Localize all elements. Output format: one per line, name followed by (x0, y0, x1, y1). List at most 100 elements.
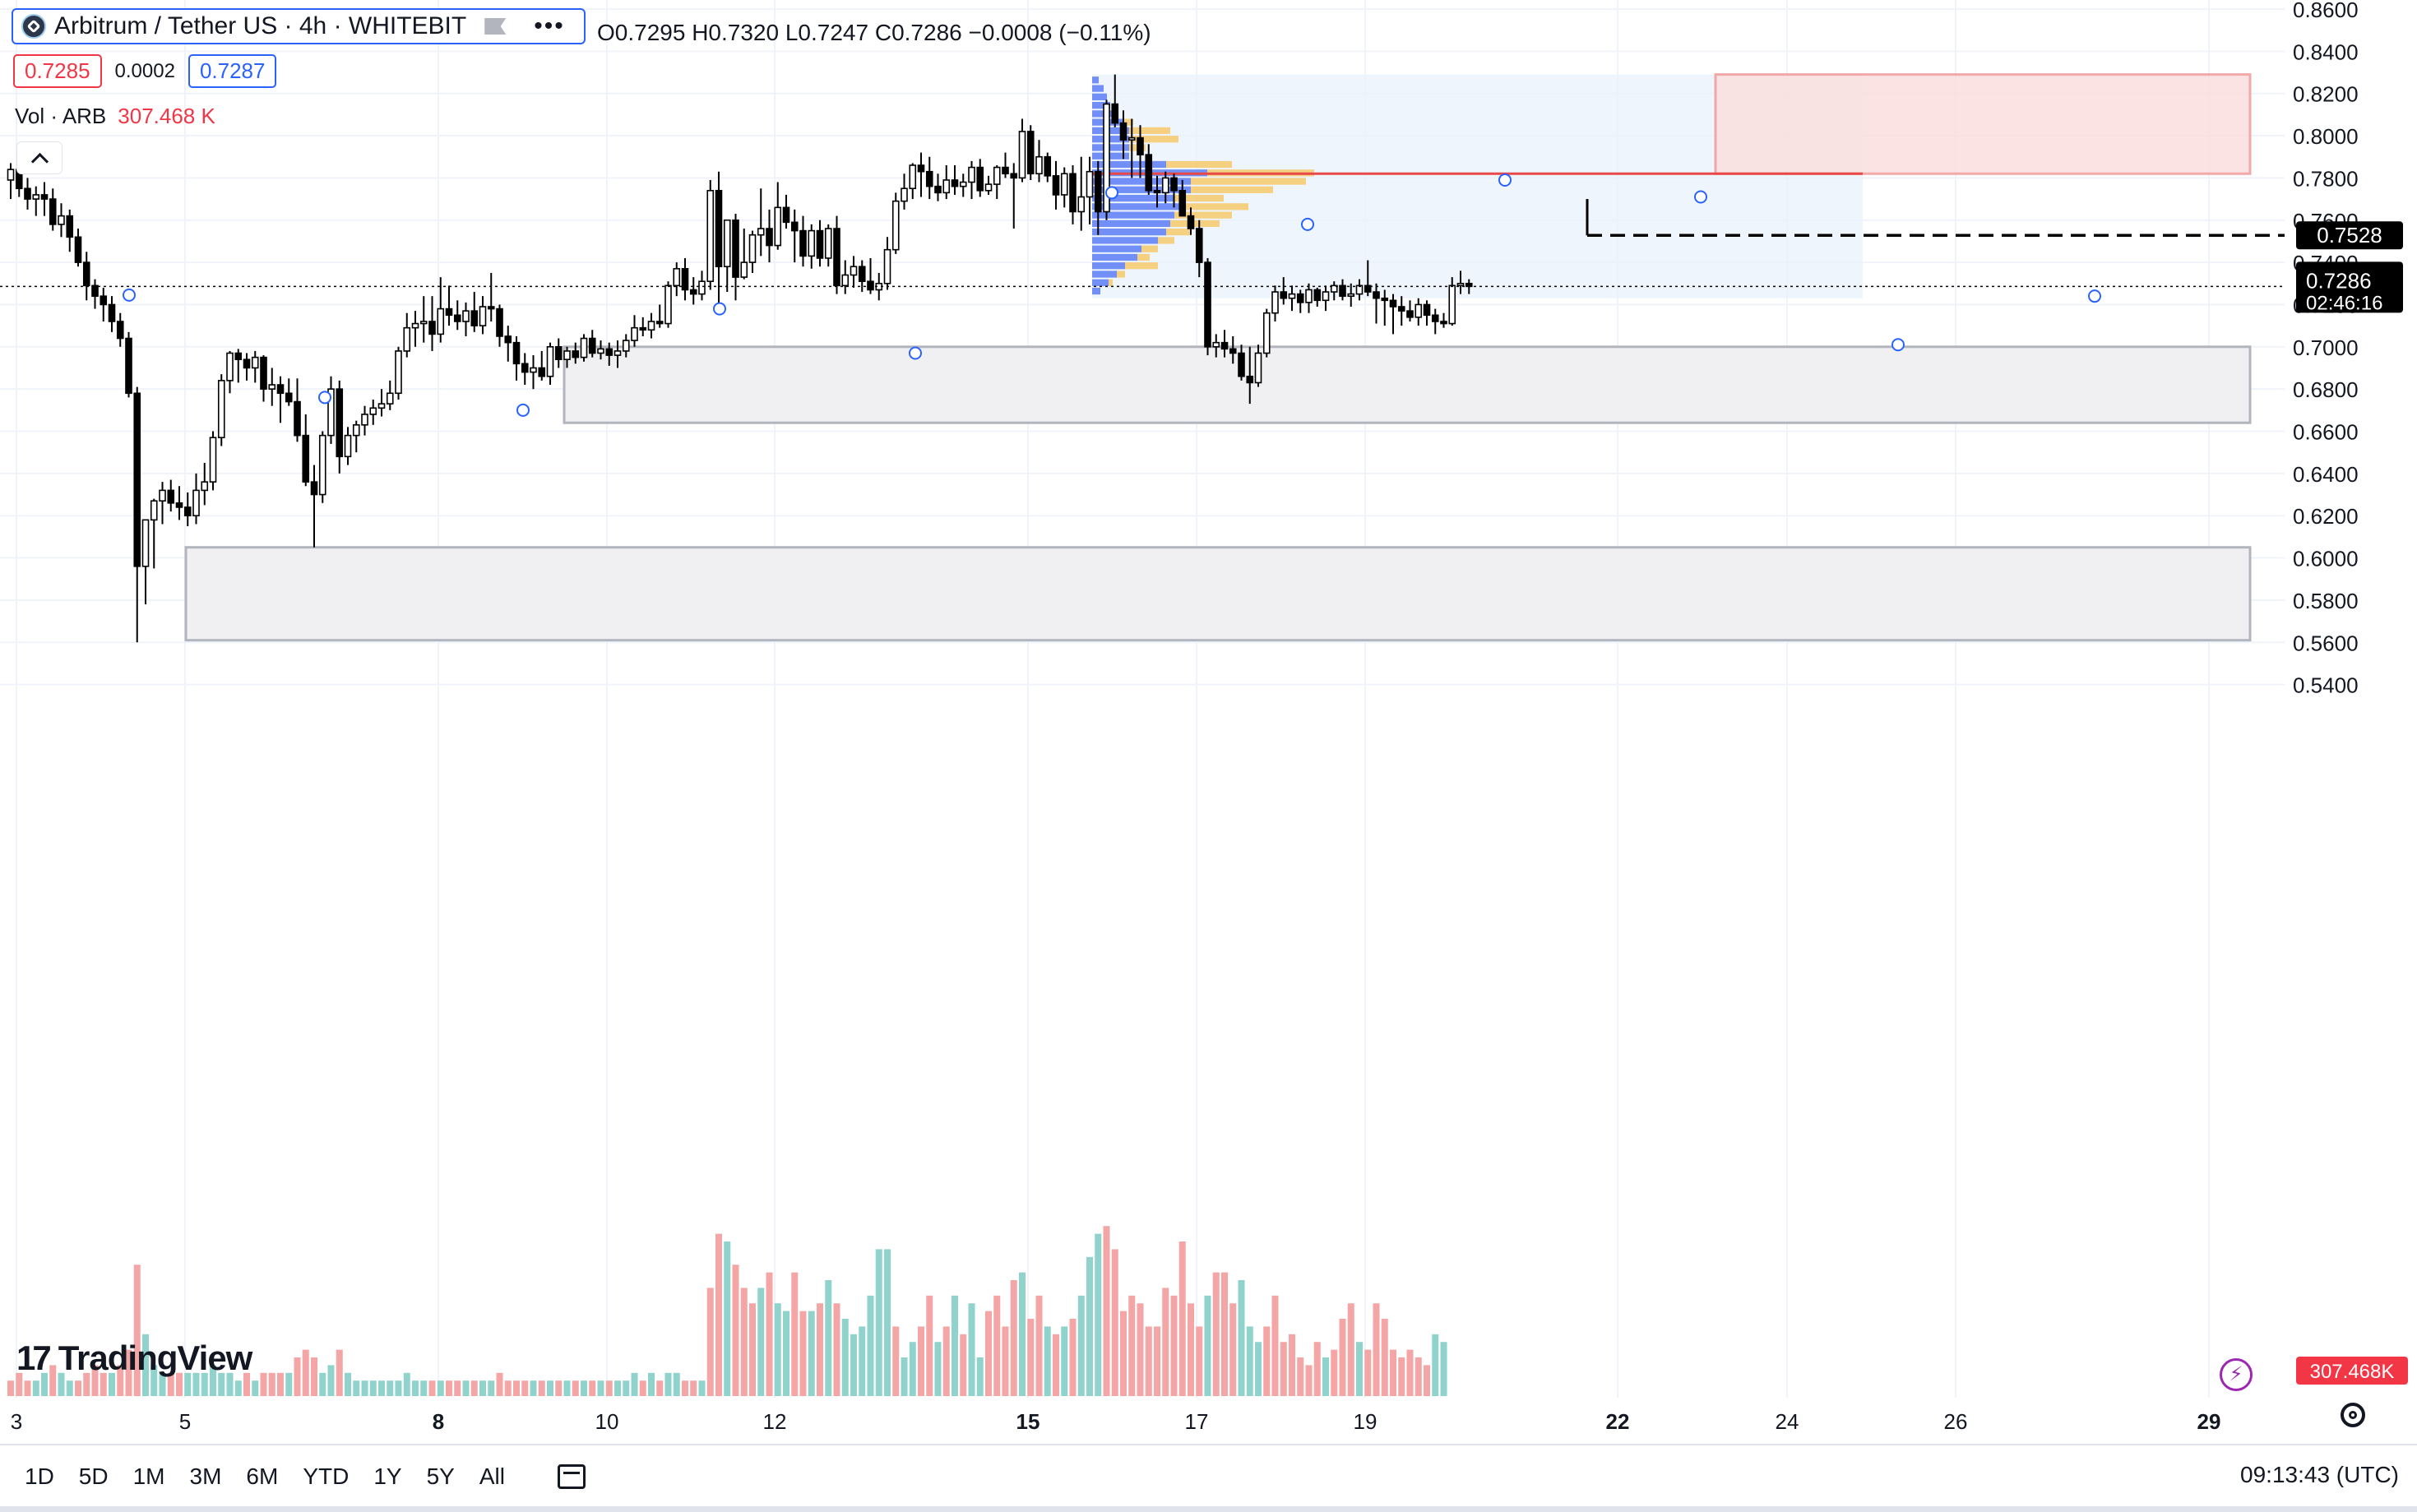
volume-bar (732, 1265, 739, 1396)
volume-bar (176, 1372, 183, 1396)
volume-profile-down (1191, 186, 1273, 193)
candle-body (976, 166, 984, 192)
volume-bar (1221, 1272, 1228, 1396)
candle-body (521, 363, 529, 373)
utc-clock[interactable]: 09:13:43 (UTC) (2240, 1462, 2399, 1487)
range-1m-button[interactable]: 1M (132, 1463, 165, 1489)
range-5y-button[interactable]: 5Y (426, 1463, 455, 1489)
countdown-text: 02:46:16 (2306, 292, 2382, 314)
candle-body (462, 310, 470, 322)
candles (7, 74, 1473, 643)
event-marker-icon (713, 302, 726, 316)
volume-bar (833, 1303, 840, 1396)
volume-bar (698, 1380, 706, 1396)
volume-bar (1188, 1303, 1194, 1396)
flag-icon[interactable] (484, 18, 507, 35)
calendar-goto-icon[interactable] (557, 1464, 586, 1489)
lightning-icon[interactable]: ⚡ (2220, 1358, 2253, 1391)
more-options-button[interactable]: ••• (534, 12, 565, 39)
volume-bar (706, 1288, 714, 1396)
volume-bar (378, 1380, 385, 1396)
chart-zones (184, 73, 2252, 642)
symbol-selector[interactable]: Arbitrum / Tether US · 4h · WHITEBIT ••• (12, 8, 586, 44)
volume-bar (1035, 1295, 1043, 1396)
volume-bar (1086, 1256, 1093, 1396)
buy-price-button[interactable]: 0.7287 (188, 54, 277, 88)
candle-body (276, 384, 285, 395)
volume-bar (345, 1372, 351, 1396)
candle-body (774, 206, 782, 247)
candle-body (217, 380, 225, 439)
candle-body (605, 348, 614, 356)
volume-bar (656, 1380, 664, 1396)
time-tick-label: 10 (595, 1409, 619, 1434)
volume-bar (749, 1303, 756, 1396)
candle-body (512, 341, 521, 365)
volume-bar (1027, 1319, 1035, 1396)
time-tick-label: 8 (433, 1409, 444, 1434)
range-3m-button[interactable]: 3M (189, 1463, 222, 1489)
volume-bar (1053, 1334, 1059, 1396)
candle-body (403, 326, 411, 352)
candle-body (1313, 289, 1322, 302)
volume-bar (167, 1372, 174, 1396)
volume-profile-down (1158, 237, 1174, 244)
candle-body (968, 166, 975, 183)
candle-body (1288, 293, 1296, 299)
volume-bar (1061, 1326, 1068, 1396)
time-tick-label: 15 (1016, 1409, 1040, 1434)
volume-bar (109, 1372, 115, 1396)
volume-bar (968, 1303, 975, 1396)
volume-legend-value: 307.468 K (118, 104, 215, 128)
gear-icon[interactable] (2341, 1403, 2365, 1427)
candle-body (100, 295, 108, 306)
price-tick-label: 0.6000 (2293, 547, 2359, 571)
axes: 0.86000.84000.82000.80000.78000.76000.74… (11, 0, 2408, 1434)
candle-body (49, 198, 57, 225)
range-ytd-button[interactable]: YTD (303, 1463, 350, 1489)
volume-bar (91, 1365, 99, 1396)
volume-profile-down (1117, 270, 1125, 278)
candle-body (411, 322, 419, 329)
volume-bar (1263, 1326, 1271, 1396)
range-all-button[interactable]: All (479, 1463, 505, 1489)
ohlc-low: L0.7247 (785, 20, 869, 45)
collapse-legend-button[interactable] (16, 141, 63, 174)
candle-body (361, 414, 368, 426)
candle-body (1262, 312, 1271, 354)
range-5d-button[interactable]: 5D (78, 1463, 109, 1489)
candle-body (1060, 173, 1068, 196)
volume-bar (825, 1280, 832, 1396)
volume-bar (294, 1357, 301, 1396)
volume-bar (1347, 1303, 1354, 1396)
time-tick-label: 3 (11, 1409, 22, 1434)
volume-bar (1297, 1357, 1304, 1396)
candle-body (1153, 190, 1161, 194)
candle-body (1397, 306, 1405, 312)
volume-bar (496, 1372, 503, 1396)
volume-tag (2296, 1357, 2408, 1385)
tradingview-logo[interactable]: 17 TradingView (16, 1339, 252, 1378)
volume-bar (892, 1326, 900, 1396)
price-tick-label: 0.7800 (2293, 166, 2359, 191)
candle-body (766, 228, 773, 247)
time-tick-label: 29 (2197, 1409, 2221, 1434)
candle-body (302, 434, 310, 483)
volume-bar (976, 1357, 984, 1396)
range-6m-button[interactable]: 6M (246, 1463, 279, 1489)
candle-body (1103, 103, 1110, 213)
range-1y-button[interactable]: 1Y (373, 1463, 402, 1489)
range-1d-button[interactable]: 1D (25, 1463, 54, 1489)
sell-price-button[interactable]: 0.7285 (13, 54, 102, 88)
volume-bar (1204, 1295, 1211, 1396)
volume-bar (555, 1380, 563, 1396)
event-marker-icon (1891, 338, 1905, 352)
candle-body (757, 228, 765, 236)
volume-bar (1212, 1272, 1220, 1396)
volume-bar (403, 1372, 410, 1396)
volume-profile-up (1092, 237, 1158, 244)
volume-bar (488, 1380, 495, 1396)
volume-bar (1238, 1280, 1245, 1396)
volume-bar (311, 1357, 317, 1396)
